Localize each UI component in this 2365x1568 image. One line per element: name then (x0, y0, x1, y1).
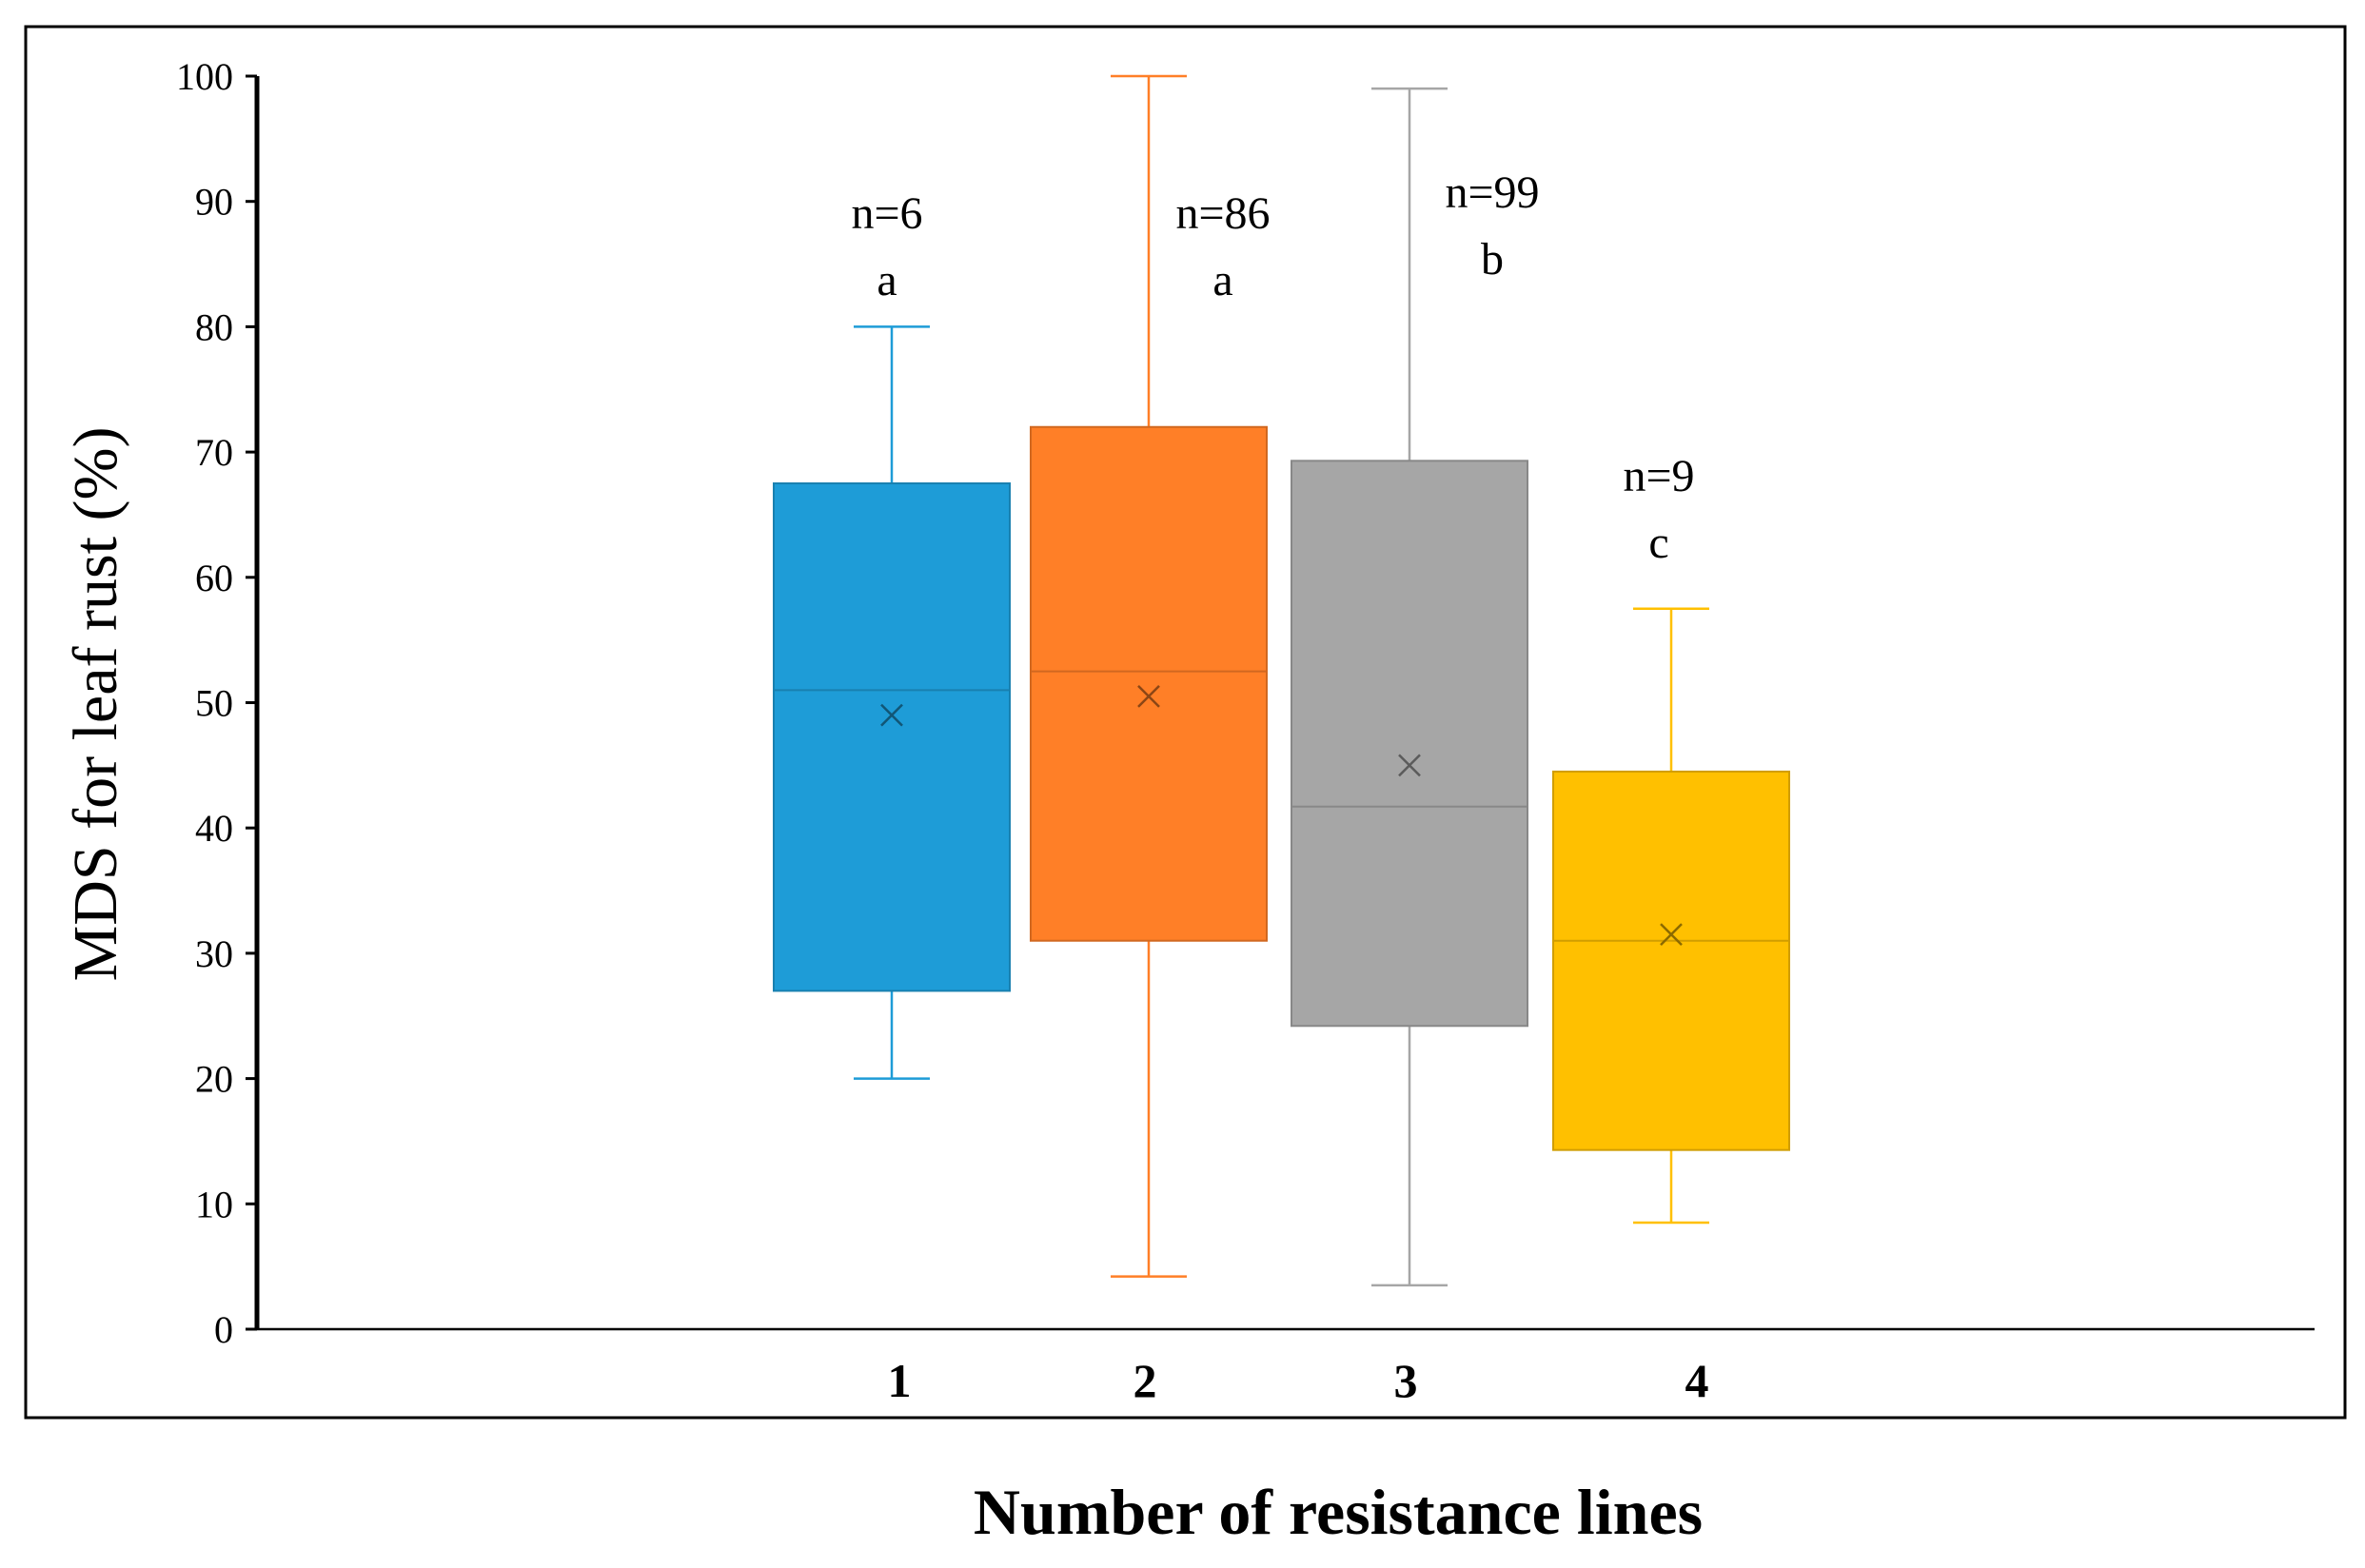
significance-letter: b (1481, 234, 1504, 284)
y-tick-label: 30 (195, 932, 233, 975)
significance-letter: a (1212, 255, 1232, 305)
iqr-box (773, 482, 1011, 992)
box-2 (1030, 74, 1268, 1278)
significance-letter: c (1648, 518, 1668, 568)
mean-marker (880, 703, 903, 727)
sample-size-label: n=9 (1623, 451, 1694, 501)
y-tick-label: 40 (195, 807, 233, 850)
y-tick-label: 0 (214, 1308, 233, 1351)
y-tick-label: 100 (176, 55, 233, 98)
y-tick-label: 90 (195, 181, 233, 224)
box-4 (1552, 607, 1790, 1225)
box-3 (1291, 87, 1528, 1287)
x-tick-label: 1 (888, 1354, 912, 1407)
iqr-box (1552, 770, 1790, 1151)
x-axis-ticks: 1 2 3 4 (888, 1354, 1709, 1407)
y-axis-ticks: 0 10 20 30 40 50 60 70 80 90 100 (176, 55, 257, 1351)
y-tick-label: 50 (195, 682, 233, 725)
annotations: n=6 a n=86 a n=99 b n=9 c (851, 167, 1694, 568)
mean-marker (1137, 685, 1160, 708)
iqr-box (1030, 425, 1268, 942)
x-axis-label: Number of resistance lines (974, 1476, 1703, 1548)
x-tick-label: 2 (1133, 1354, 1157, 1407)
boxes (773, 74, 1790, 1287)
mean-marker (1660, 923, 1683, 947)
sample-size-label: n=6 (851, 188, 922, 239)
sample-size-label: n=86 (1175, 188, 1270, 239)
box-1 (773, 325, 1011, 1080)
y-tick-label: 70 (195, 431, 233, 474)
significance-letter: a (877, 255, 897, 305)
iqr-box (1291, 460, 1528, 1028)
sample-size-label: n=99 (1445, 167, 1539, 218)
y-tick-label: 10 (195, 1183, 233, 1225)
x-tick-label: 4 (1685, 1354, 1709, 1407)
y-tick-label: 60 (195, 557, 233, 599)
x-tick-label: 3 (1394, 1354, 1418, 1407)
y-axis-label: MDS for leaf rust (%) (61, 427, 130, 982)
y-tick-label: 80 (195, 305, 233, 348)
y-tick-label: 20 (195, 1058, 233, 1101)
mean-marker (1398, 754, 1421, 777)
